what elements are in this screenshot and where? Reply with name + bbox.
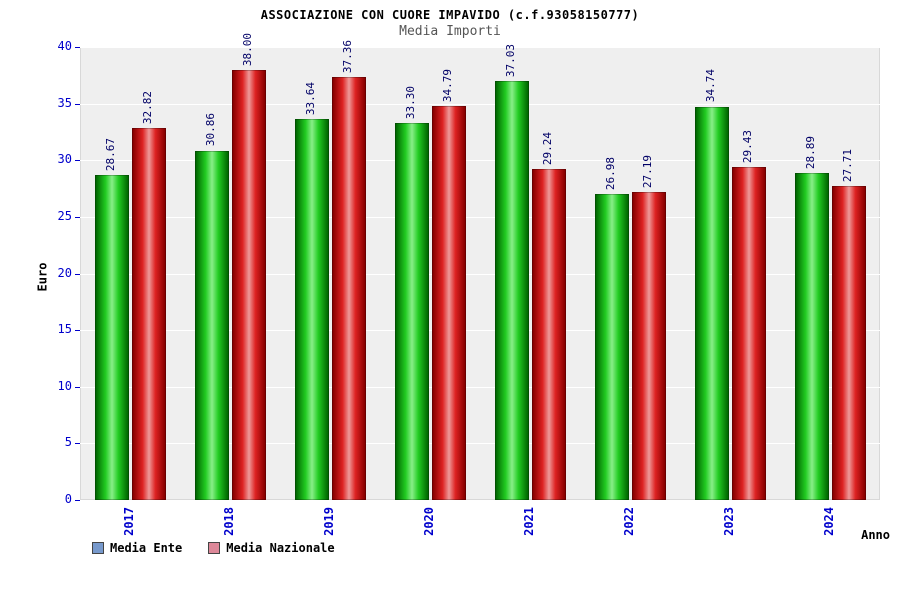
y-tick-label: 20 <box>57 265 72 280</box>
bar-value-label: 28.89 <box>803 135 817 169</box>
bar-media-ente-2022 <box>594 194 629 500</box>
legend-item-media-nazionale: Media Nazionale <box>208 541 335 555</box>
bar-value-label: 33.30 <box>403 85 417 119</box>
gridline <box>80 330 880 332</box>
x-tick-label-2024: 2024 <box>822 507 836 536</box>
bar-media-nazionale-2022 <box>631 192 666 500</box>
bar-media-nazionale-2017 <box>131 128 166 500</box>
bar-value-label: 34.74 <box>703 69 717 103</box>
bar-value-label: 37.03 <box>503 43 517 77</box>
y-tick-mark <box>75 330 80 332</box>
bar-value-label: 29.24 <box>540 131 554 165</box>
bar-media-ente-2019 <box>294 119 329 500</box>
gridline <box>80 103 880 105</box>
legend: Media Ente Media Nazionale <box>92 541 335 555</box>
bar-media-nazionale-2018 <box>231 69 266 500</box>
gridline <box>80 47 880 48</box>
legend-label: Media Nazionale <box>226 541 335 555</box>
chart-subtitle: Media Importi <box>399 24 501 39</box>
bar-media-nazionale-2021 <box>531 168 566 500</box>
y-tick-label: 5 <box>64 435 72 450</box>
legend-item-media-ente: Media Ente <box>92 541 182 555</box>
bar-value-label: 29.43 <box>740 129 754 163</box>
bar-media-ente-2023 <box>694 106 729 500</box>
bar-media-nazionale-2023 <box>731 166 766 500</box>
bar-media-nazionale-2024 <box>831 186 866 500</box>
y-tick-mark <box>75 443 80 445</box>
bar-media-nazionale-2019 <box>331 76 366 500</box>
y-tick-label: 0 <box>64 492 72 506</box>
x-axis-title: Anno <box>861 528 890 542</box>
x-tick-label-2019: 2019 <box>322 507 336 536</box>
bar-media-ente-2024 <box>794 172 829 500</box>
y-tick-mark <box>75 386 80 388</box>
bar-media-ente-2020 <box>394 122 429 500</box>
y-tick-mark <box>75 273 80 275</box>
bar-value-label: 34.79 <box>440 68 454 103</box>
bar-media-ente-2021 <box>494 80 529 500</box>
bar-media-ente-2018 <box>194 150 229 500</box>
bar-value-label: 30.86 <box>203 113 217 147</box>
y-tick-label: 35 <box>57 95 72 110</box>
legend-swatch <box>92 542 104 554</box>
bar-value-label: 27.19 <box>640 154 654 189</box>
x-tick-label-2017: 2017 <box>122 507 136 536</box>
x-tick-label-2018: 2018 <box>222 507 236 536</box>
gridline <box>80 386 880 388</box>
y-tick-label: 25 <box>57 208 72 223</box>
bar-value-label: 33.64 <box>303 81 317 116</box>
gridline <box>80 273 880 275</box>
y-tick-label: 15 <box>57 322 72 337</box>
gridline <box>80 160 880 162</box>
x-tick-label-2022: 2022 <box>622 507 636 536</box>
bar-media-ente-2017 <box>94 175 129 500</box>
gridline <box>80 443 880 445</box>
gridline <box>80 216 880 218</box>
x-tick-label-2021: 2021 <box>522 507 536 536</box>
legend-label: Media Ente <box>110 541 183 555</box>
bar-value-label: 26.98 <box>603 157 617 191</box>
bar-value-label: 28.67 <box>103 138 117 172</box>
legend-swatch <box>208 542 221 554</box>
y-tick-mark <box>75 160 80 162</box>
y-tick-label: 30 <box>57 152 72 167</box>
y-tick-label: 10 <box>57 378 72 393</box>
x-tick-label-2023: 2023 <box>722 507 736 536</box>
bar-value-label: 32.82 <box>140 91 154 125</box>
bar-value-label: 38.00 <box>240 32 254 66</box>
y-tick-mark <box>75 216 80 218</box>
bar-value-label: 27.71 <box>840 149 854 183</box>
bar-value-label: 37.36 <box>340 39 354 73</box>
bar-media-nazionale-2020 <box>431 106 466 500</box>
x-tick-label-2020: 2020 <box>422 507 436 536</box>
chart-title: ASSOCIAZIONE CON CUORE IMPAVIDO (c.f.930… <box>260 8 640 22</box>
y-tick-mark <box>75 103 80 105</box>
y-tick-mark <box>75 47 80 48</box>
y-tick-label: 40 <box>57 39 72 53</box>
y-tick-mark <box>75 500 80 501</box>
